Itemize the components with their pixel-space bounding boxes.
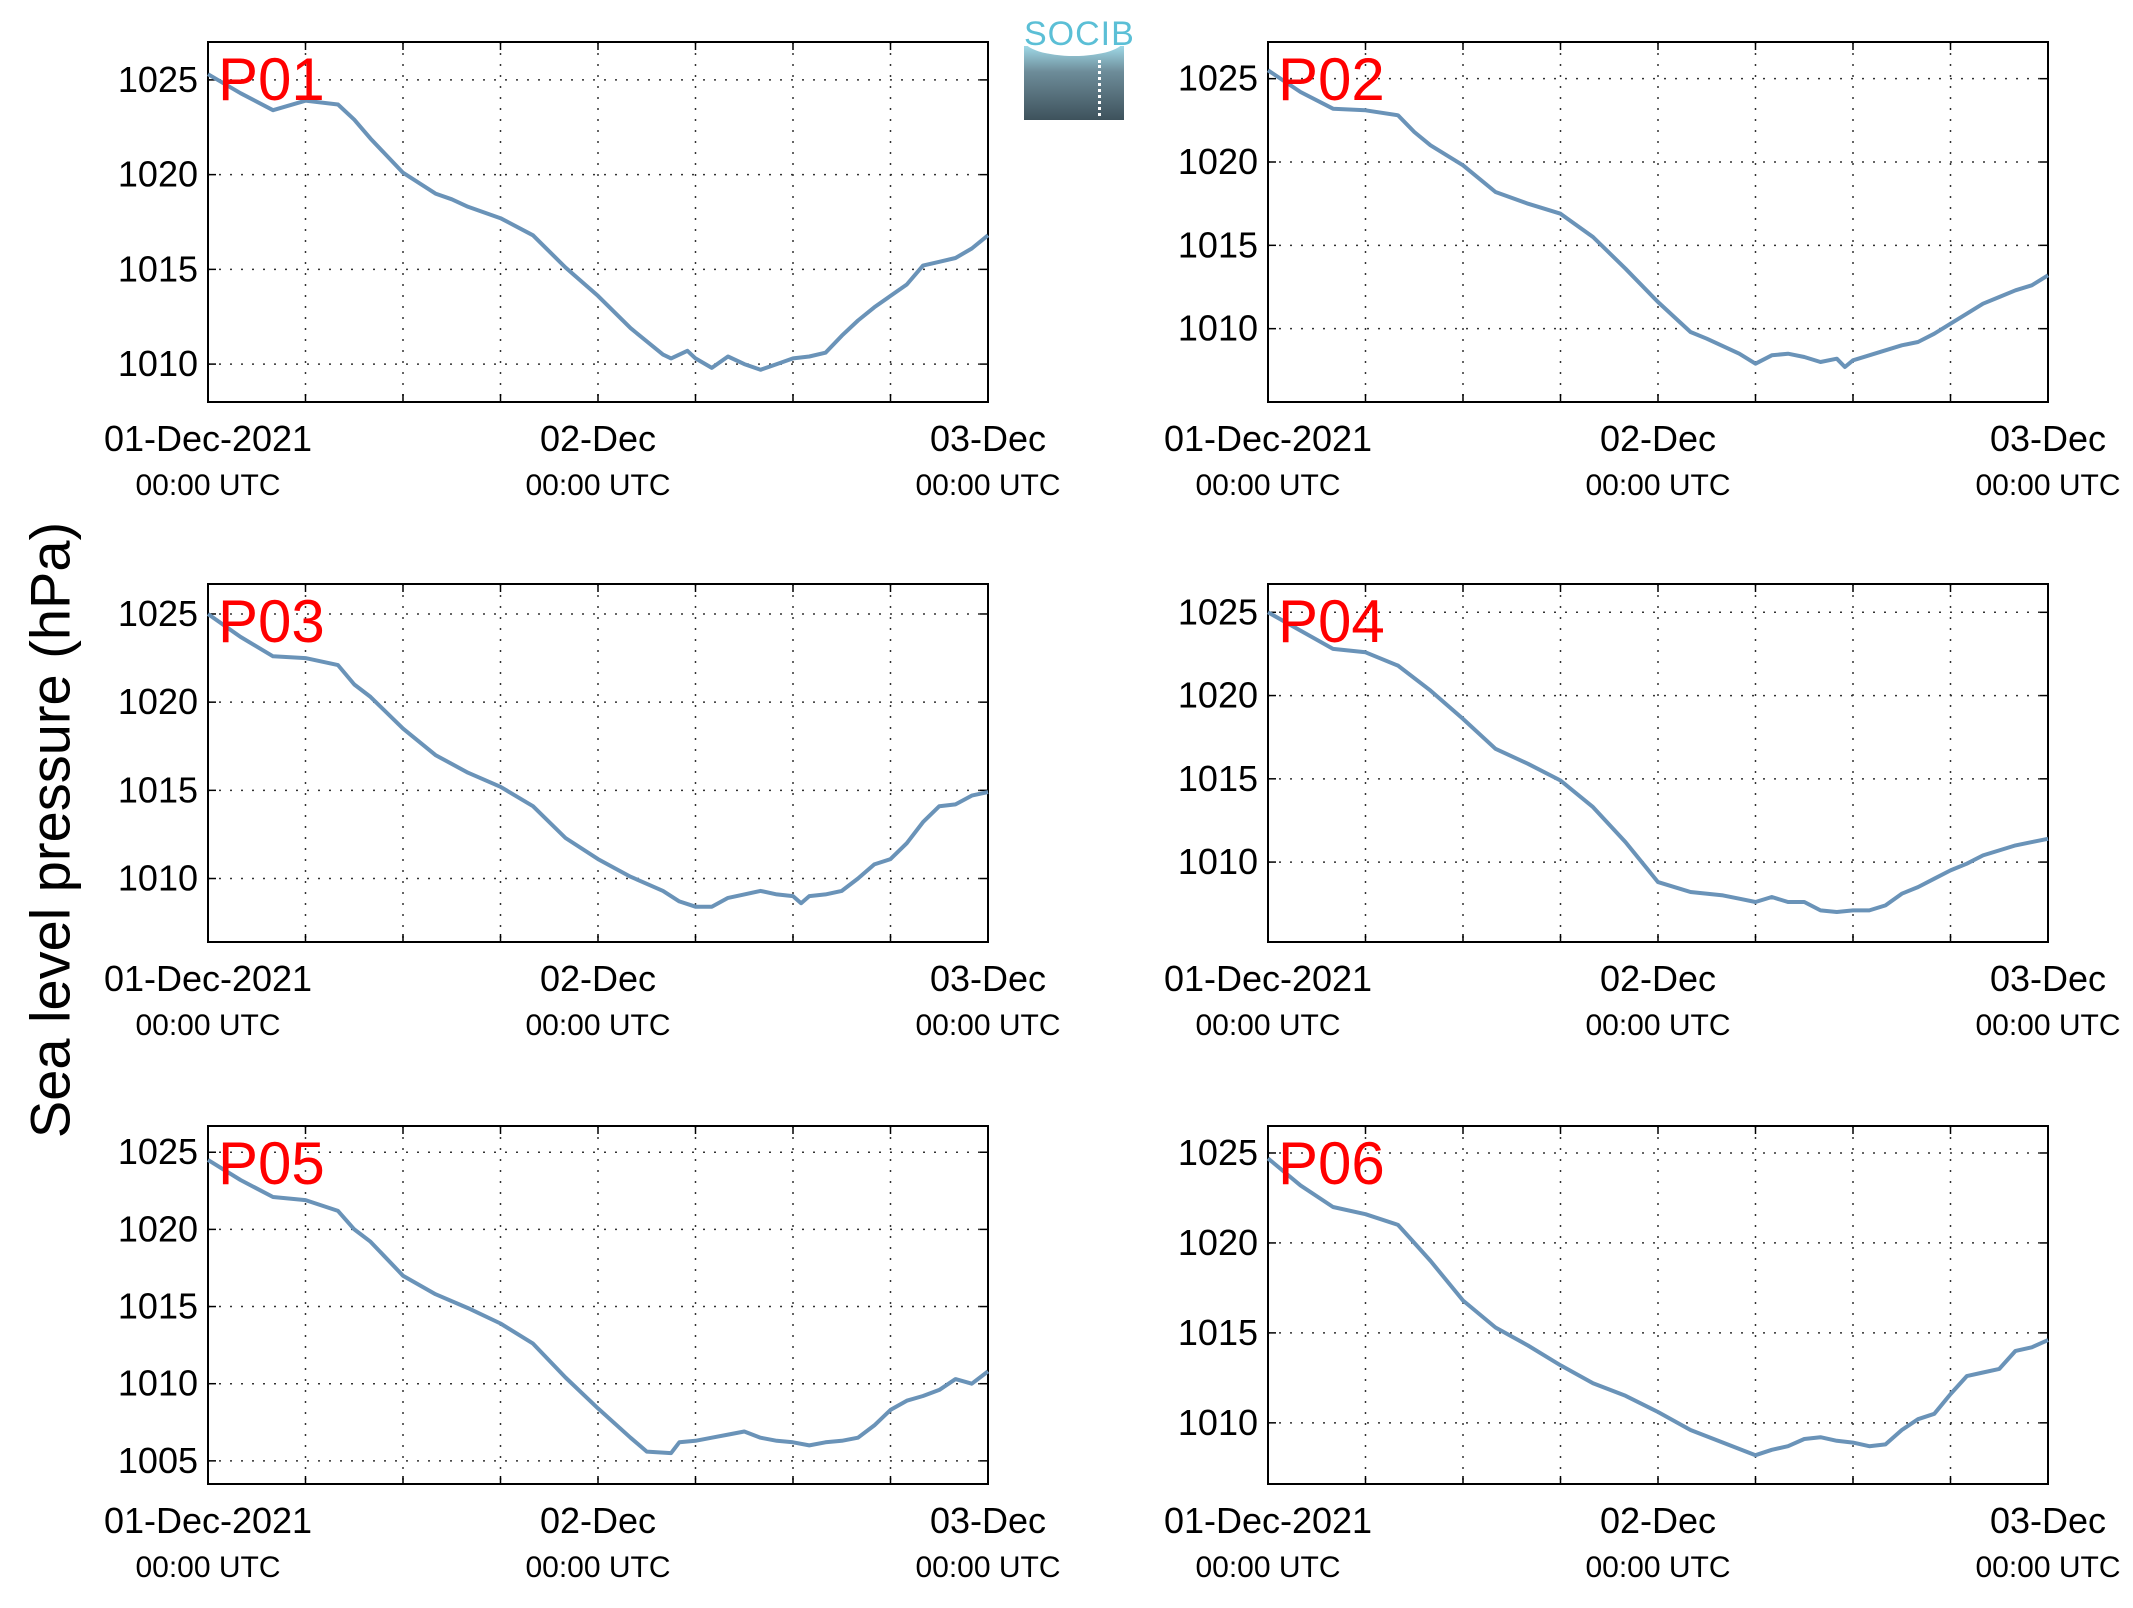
x-tick-label: 02-Dec	[540, 1500, 656, 1541]
y-tick-label: 1010	[1178, 308, 1258, 349]
x-tick-label: 02-Dec	[1600, 1500, 1716, 1541]
axes-frame	[1267, 41, 2049, 403]
x-tick-label: 02-Dec	[540, 418, 656, 459]
y-tick-label: 1020	[1178, 141, 1258, 182]
x-tick-sublabel: 00:00 UTC	[1585, 469, 1730, 502]
x-tick-sublabel: 00:00 UTC	[1975, 1009, 2120, 1042]
x-tick-label: 02-Dec	[1600, 418, 1716, 459]
y-tick-label: 1020	[118, 681, 198, 722]
y-tick-label: 1005	[118, 1440, 198, 1481]
series-line	[206, 72, 990, 372]
axes-frame	[207, 583, 989, 943]
x-tick-label: 01-Dec-2021	[1164, 958, 1372, 999]
panel-label: P01	[218, 46, 325, 113]
x-tick-sublabel: 00:00 UTC	[525, 469, 670, 502]
series-line	[206, 1158, 990, 1456]
x-tick-sublabel: 00:00 UTC	[525, 1009, 670, 1042]
panel-label: P04	[1278, 588, 1385, 655]
y-tick-label: 1020	[1178, 675, 1258, 716]
x-tick-sublabel: 00:00 UTC	[1195, 469, 1340, 502]
x-tick-sublabel: 00:00 UTC	[1585, 1551, 1730, 1584]
y-tick-label: 1015	[118, 769, 198, 810]
chart-panel-p05: 1005 1010 1015 1020 1025 01-Dec-2021 00:00 UTC…	[104, 1125, 1061, 1584]
x-tick-label: 03-Dec	[1990, 1500, 2106, 1541]
x-tick-label: 01-Dec-2021	[104, 418, 312, 459]
chart-panel-p01: 1010 1015 1020 1025 01-Dec-2021 00:00 UTC 02-D…	[104, 41, 1061, 502]
y-tick-label: 1020	[118, 1208, 198, 1249]
x-tick-sublabel: 00:00 UTC	[135, 1551, 280, 1584]
y-tick-label: 1010	[118, 858, 198, 899]
x-tick-sublabel: 00:00 UTC	[525, 1551, 670, 1584]
logo-dotted-line	[1098, 60, 1101, 116]
x-tick-sublabel: 00:00 UTC	[915, 1009, 1060, 1042]
y-tick-label: 1015	[118, 1286, 198, 1327]
x-tick-label: 01-Dec-2021	[104, 958, 312, 999]
x-tick-label: 03-Dec	[1990, 418, 2106, 459]
panel-label: P02	[1278, 46, 1385, 113]
x-tick-label: 01-Dec-2021	[1164, 418, 1372, 459]
y-tick-label: 1025	[118, 59, 198, 100]
axes-frame	[1267, 1125, 2049, 1485]
series-line	[1266, 1156, 2049, 1458]
panel-label: P03	[218, 588, 325, 655]
y-tick-label: 1025	[1178, 591, 1258, 632]
axes-frame	[1267, 583, 2049, 943]
x-tick-sublabel: 00:00 UTC	[1975, 469, 2120, 502]
y-tick-label: 1010	[118, 343, 198, 384]
x-tick-label: 02-Dec	[1600, 958, 1716, 999]
logo-wave	[1024, 40, 1124, 56]
series-line	[206, 612, 989, 909]
y-tick-label: 1015	[118, 248, 198, 289]
axes-frame	[207, 1125, 989, 1485]
y-tick-label: 1025	[1178, 1132, 1258, 1173]
series-line	[1266, 68, 2050, 369]
x-tick-sublabel: 00:00 UTC	[1975, 1551, 2120, 1584]
x-tick-sublabel: 00:00 UTC	[135, 1009, 280, 1042]
y-tick-label: 1025	[118, 593, 198, 634]
y-tick-label: 1015	[1178, 224, 1258, 265]
x-tick-sublabel: 00:00 UTC	[135, 469, 280, 502]
socib-logo: SOCIB	[1024, 15, 1135, 120]
axes-frame	[207, 41, 989, 403]
y-tick-label: 1020	[118, 154, 198, 195]
chart-panel-p06: 1010 1015 1020 1025 01-Dec-2021 00:00 UTC 02-D…	[1164, 1125, 2121, 1584]
y-tick-label: 1015	[1178, 758, 1258, 799]
x-tick-label: 02-Dec	[540, 958, 656, 999]
series-line	[1267, 610, 2049, 914]
logo-gradient-box	[1024, 46, 1124, 120]
chart-panel-p03: 1010 1015 1020 1025 01-Dec-2021 00:00 UTC 02-D…	[104, 583, 1061, 1042]
x-tick-label: 01-Dec-2021	[104, 1500, 312, 1541]
chart-panel-p02: 1010 1015 1020 1025 01-Dec-2021 00:00 UTC 02-D…	[1164, 41, 2121, 502]
x-tick-sublabel: 00:00 UTC	[1195, 1009, 1340, 1042]
y-tick-label: 1010	[1178, 1402, 1258, 1443]
y-tick-label: 1015	[1178, 1312, 1258, 1353]
logo-text: SOCIB	[1024, 15, 1135, 53]
y-tick-label: 1010	[1178, 841, 1258, 882]
panel-label: P05	[218, 1130, 325, 1197]
y-tick-label: 1025	[1178, 58, 1258, 99]
x-tick-sublabel: 00:00 UTC	[915, 469, 1060, 502]
y-tick-label: 1025	[118, 1131, 198, 1172]
y-tick-label: 1010	[118, 1363, 198, 1404]
y-tick-label: 1020	[1178, 1222, 1258, 1263]
x-tick-label: 03-Dec	[930, 1500, 1046, 1541]
panel-label: P06	[1278, 1130, 1385, 1197]
x-tick-sublabel: 00:00 UTC	[1585, 1009, 1730, 1042]
x-tick-label: 03-Dec	[930, 418, 1046, 459]
x-tick-sublabel: 00:00 UTC	[915, 1551, 1060, 1584]
chart-panel-p04: 1010 1015 1020 1025 01-Dec-2021 00:00 UTC 02-D…	[1164, 583, 2121, 1042]
x-tick-sublabel: 00:00 UTC	[1195, 1551, 1340, 1584]
x-tick-label: 03-Dec	[1990, 958, 2106, 999]
x-tick-label: 01-Dec-2021	[1164, 1500, 1372, 1541]
x-tick-label: 03-Dec	[930, 958, 1046, 999]
